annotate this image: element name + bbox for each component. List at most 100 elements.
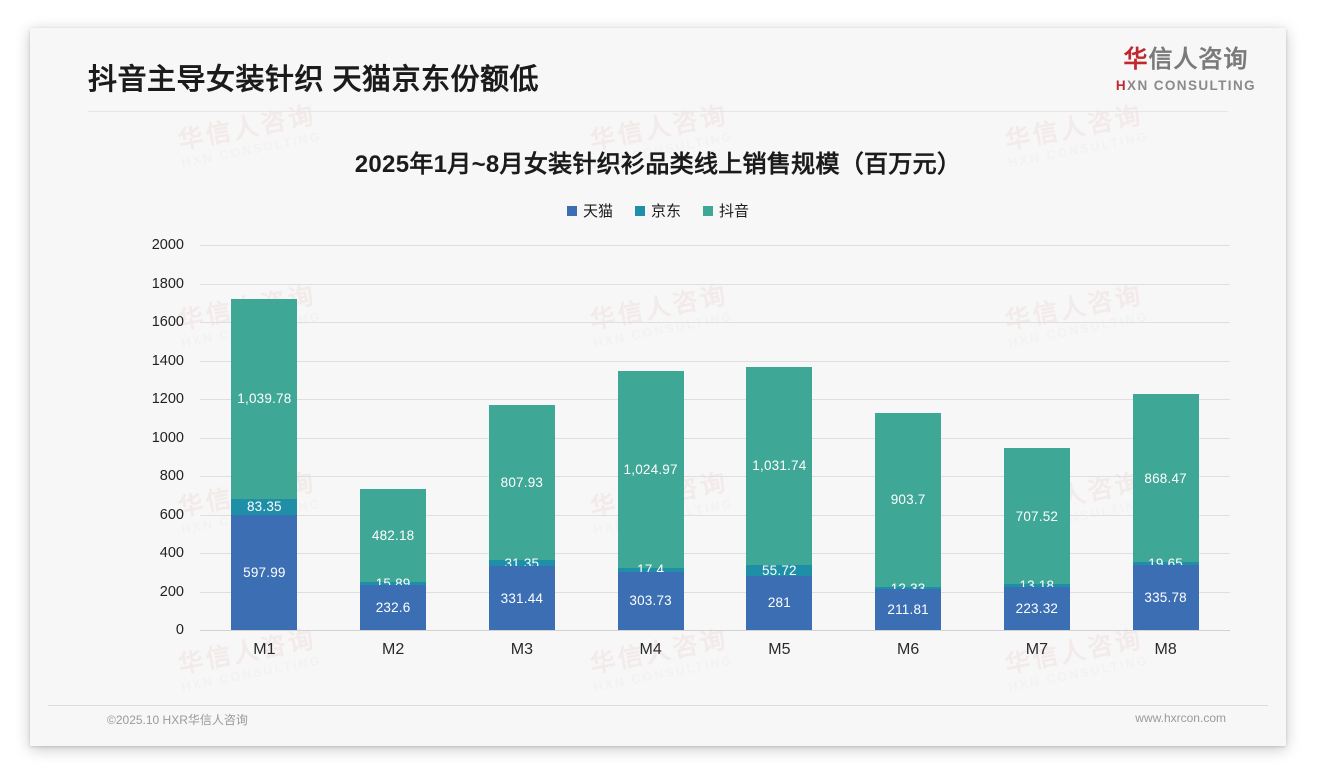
x-axis-tick-label: M3 [510,641,533,658]
bar-segment-抖音-M5[interactable]: 1,031.74 [746,366,813,566]
bar-value-label: 331.44 [500,590,544,606]
y-axis-tick-label: 600 [159,506,184,523]
gridline [200,514,1230,516]
logo-english-text: HXN CONSULTING [1116,79,1256,93]
page-title: 抖音主导女装针织 天猫京东份额低 [88,64,540,96]
gridline [200,245,1230,246]
bar-segment-天猫-M6[interactable]: 211.81 [875,589,942,630]
legend-item-2[interactable]: 抖音 [703,200,749,221]
gridline [200,360,1230,362]
bar-value-label: 83.35 [246,499,282,515]
bar-segment-京东-M1[interactable]: 83.35 [231,498,298,515]
legend-swatch-icon [566,205,577,216]
bar-value-label: 868.47 [1144,470,1187,486]
bar-segment-抖音-M6[interactable]: 903.7 [875,412,942,587]
bar-segment-天猫-M4[interactable]: 303.73 [617,571,684,630]
legend-label: 天猫 [582,203,613,220]
y-axis-tick-label: 1000 [151,429,184,446]
bar-value-label: 903.7 [890,492,926,508]
bar-value-label: 55.72 [761,563,797,579]
bar-column-M1[interactable]: 1,039.78 83.35 597.99 [231,245,298,630]
bar-value-label: 1,031.74 [752,458,807,474]
bar-segment-抖音-M8[interactable]: 868.47 [1132,394,1199,562]
bar-segment-天猫-M8[interactable]: 335.78 [1132,565,1199,630]
bar-value-label: 482.18 [371,528,415,544]
bar-segment-天猫-M3[interactable]: 331.44 [488,566,555,630]
company-logo: 华信人咨询 HXN CONSULTING [1116,48,1256,93]
y-axis-tick-label: 1600 [151,314,184,330]
footer-divider [48,705,1268,706]
bar-segment-天猫-M1[interactable]: 597.99 [231,514,298,630]
bar-segment-抖音-M3[interactable]: 807.93 [488,404,555,561]
gridline [200,399,1230,400]
y-axis-tick-label: 1400 [151,352,184,369]
bar-value-label: 707.52 [1015,508,1059,524]
slide-footer: ©2025.10 HXR华信人咨询 www.hxrcon.com [30,708,1286,736]
bar-value-label: 223.32 [1015,601,1059,616]
x-axis-tick-label: M7 [1025,641,1048,658]
logo-en-rest: XN CONSULTING [1127,78,1256,93]
bar-column-M8[interactable]: 868.47 19.65 335.78 [1132,245,1199,630]
bar-value-label: 211.81 [887,602,929,618]
bar-column-M7[interactable]: 707.52 13.18 223.32 [1003,245,1070,630]
bar-value-label: 597.99 [243,564,286,580]
logo-en-red-char: H [1115,78,1128,93]
logo-chinese-text: 华信人咨询 [1116,48,1256,72]
x-axis-tick-label: M2 [382,641,405,658]
plot-area: 2000 1800 1600 1400 1200 1000 800 600 400 200 0 1,… [130,237,1240,670]
x-axis-tick-label: M1 [253,641,276,658]
header-divider [88,111,1228,112]
y-axis-tick-label: 0 [175,622,184,638]
x-axis-tick-label: M4 [639,641,662,658]
y-axis-tick-label: 800 [159,468,184,484]
bar-segment-抖音-M2[interactable]: 482.18 [360,489,427,583]
legend-swatch-icon [634,205,645,216]
bar-value-label: 303.73 [629,593,672,609]
chart-title: 2025年1月~8月女装针织衫品类线上销售规模（百万元） [354,151,962,178]
bar-column-M6[interactable]: 903.7 12.33 211.81 [875,245,942,630]
chart-legend: 天猫 京东 抖音 [30,200,1286,221]
legend-label: 抖音 [719,203,750,220]
footer-website: www.hxrcon.com [1135,711,1226,725]
gridline [200,322,1230,323]
bar-value-label: 1,024.97 [623,462,678,478]
legend-label: 京东 [650,203,681,220]
bar-value-label: 807.93 [500,474,544,490]
gridline [200,591,1230,593]
x-axis-tick-label: M8 [1154,641,1177,658]
bar-value-label: 281 [767,595,791,611]
legend-item-0[interactable]: 天猫 [566,200,613,221]
bar-segment-天猫-M5[interactable]: 281 [746,575,813,630]
x-axis-tick-label: M5 [768,641,791,658]
logo-cn-red-char: 华 [1123,46,1149,73]
y-axis-tick-label: 1800 [151,275,184,292]
bar-column-M3[interactable]: 807.93 31.35 331.44 [488,245,555,630]
footer-copyright: ©2025.10 HXR华信人咨询 [107,713,248,727]
y-axis: 2000 1800 1600 1400 1200 1000 800 600 400 200 0 [130,237,192,638]
bar-value-label: 335.78 [1144,590,1187,606]
gridline [200,476,1230,477]
bar-segment-京东-M5[interactable]: 55.72 [746,563,813,579]
gridline [200,553,1230,554]
bar-column-M4[interactable]: 1,024.97 17.4 303.73 [617,245,684,630]
logo-cn-rest: 信人咨询 [1148,46,1249,73]
slide-canvas: 华信人咨询 HXN CONSULTING 华信人咨询 HXN CONSULTING 华信… [30,28,1286,746]
bar-segment-抖音-M1[interactable]: 1,039.78 [231,298,298,499]
bar-group: 1,039.78 83.35 597.99 482.18 15.89 232.6 807.9… [200,245,1230,630]
y-axis-tick-label: 400 [159,545,184,561]
bar-segment-天猫-M7[interactable]: 223.32 [1003,587,1070,630]
gridline [200,437,1230,439]
bar-value-label: 232.6 [375,600,411,616]
bar-column-M5[interactable]: 1,031.74 55.72 281 [746,245,813,630]
legend-item-1[interactable]: 京东 [634,200,681,221]
bar-segment-天猫-M2[interactable]: 232.6 [360,585,427,630]
slide-header: 抖音主导女装针织 天猫京东份额低 华信人咨询 HXN CONSULTING [30,28,1286,106]
bar-column-M2[interactable]: 482.18 15.89 232.6 [360,245,427,630]
gridline [200,283,1230,285]
x-axis: M1 M2 M3 M4 M5 M6 M7 M8 [200,633,1230,667]
bar-segment-抖音-M7[interactable]: 707.52 [1003,448,1070,585]
bar-segment-抖音-M4[interactable]: 1,024.97 [617,370,684,569]
gridline [200,630,1230,631]
y-axis-tick-label: 200 [159,583,184,600]
legend-swatch-icon [703,205,713,216]
